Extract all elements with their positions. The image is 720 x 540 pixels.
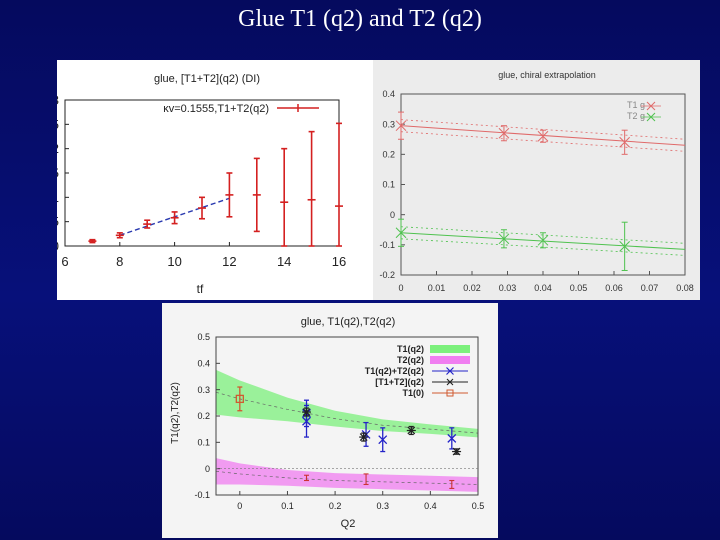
y-tick-label: 2.5	[57, 117, 59, 132]
data-point	[446, 367, 454, 375]
data-point	[395, 120, 407, 132]
y-tick-label: 0	[57, 239, 59, 254]
x-tick-label: 0.5	[472, 501, 485, 511]
x-tick-label: 0.3	[376, 501, 389, 511]
x-tick-label: 6	[61, 254, 68, 269]
x-tick-label: 0.01	[428, 283, 446, 293]
y-tick-label: -0.2	[379, 270, 395, 280]
panel-tf-plot: glue, [T1+T2](q2) (DI) κv=0.1555,T1+T2(q…	[57, 60, 357, 300]
x-tick-label: 0.07	[641, 283, 659, 293]
y-tick-label: 2	[57, 141, 59, 156]
legend-label: κv=0.1555,T1+T2(q2)	[163, 103, 269, 115]
y-tick-label: 0	[390, 210, 395, 220]
x-tick-label: 12	[222, 254, 236, 269]
chart-title: glue, [T1+T2](q2) (DI)	[154, 73, 260, 85]
y-axis-label: T1(q2),T2(q2)	[170, 382, 181, 444]
y-tick-label: 0.2	[382, 149, 395, 159]
x-tick-label: 16	[332, 254, 346, 269]
x-tick-label: 0.2	[329, 501, 342, 511]
x-tick-label: 10	[167, 254, 181, 269]
data-point	[378, 435, 388, 445]
y-tick-label: 1	[57, 190, 59, 205]
x-tick-label: 0	[398, 283, 403, 293]
data-point	[498, 233, 510, 245]
legend-label-t1: T1 g	[627, 100, 645, 110]
y-tick-label: 0.3	[382, 119, 395, 129]
x-tick-label: 0.03	[499, 283, 517, 293]
legend-swatch	[430, 345, 470, 353]
data-point	[235, 394, 244, 404]
legend-label-t2: T2 g	[627, 111, 645, 121]
y-tick-label: 0.3	[197, 385, 210, 395]
legend-label: T1(q2)	[397, 344, 424, 354]
y-tick-label: 1.5	[57, 166, 59, 181]
data-point	[447, 433, 457, 443]
y-tick-label: -0.1	[194, 490, 210, 500]
y-tick-label: 0	[205, 464, 210, 474]
panel-chiral-plot: glue, chiral extrapolation T1 g T2 g 0 0.…	[357, 60, 700, 300]
y-tick-label: 0.1	[197, 437, 210, 447]
chart-title: glue, T1(q2),T2(q2)	[301, 316, 396, 328]
data-point	[446, 378, 454, 386]
legend-label: T1(q2)+T2(q2)	[365, 366, 424, 376]
x-tick-label: 0.08	[676, 283, 694, 293]
data-point	[302, 416, 311, 426]
legend-label: T1(0)	[402, 388, 424, 398]
y-tick-label: -0.1	[379, 240, 395, 250]
x-tick-label: 8	[116, 254, 123, 269]
chart-title: glue, chiral extrapolation	[498, 70, 596, 80]
x-tick-label: 0.04	[534, 283, 552, 293]
slide-title-text: Glue T1 (q2) and T2 (q2)	[238, 6, 482, 32]
y-tick-label: 0.4	[382, 89, 395, 99]
data-point	[498, 127, 510, 139]
x-tick-label: 0.1	[281, 501, 294, 511]
x-tick-label: 0.02	[463, 283, 481, 293]
data-point	[537, 130, 549, 142]
y-tick-label: 0.4	[197, 358, 210, 368]
data-point	[619, 136, 631, 148]
y-tick-label: 0.5	[197, 332, 210, 342]
plot-frame	[64, 99, 340, 247]
legend-label: T2(q2)	[397, 355, 424, 365]
legend-label: [T1+T2](q2)	[375, 377, 424, 387]
x-tick-label: 14	[277, 254, 291, 269]
error-band	[216, 369, 478, 438]
y-tick-label: 0.2	[197, 411, 210, 421]
slide-title: Glue T1 (q2) and T2 (q2)	[0, 6, 720, 33]
data-point	[395, 227, 407, 239]
legend-swatch	[430, 356, 470, 364]
x-axis-label: tf	[197, 282, 204, 296]
x-tick-label: 0.4	[424, 501, 437, 511]
y-tick-label: 0.1	[382, 180, 395, 190]
x-tick-label: 0.05	[570, 283, 588, 293]
error-band	[216, 458, 478, 492]
data-point	[619, 240, 631, 252]
data-point	[537, 234, 549, 246]
x-tick-label: 0.06	[605, 283, 623, 293]
chart-q2: glue, T1(q2),T2(q2) Q2 T1(q2),T2(q2) 0 0.…	[170, 316, 485, 530]
legend-marker	[446, 389, 454, 397]
x-tick-label: 0	[237, 501, 242, 511]
y-tick-label: 0.5	[57, 214, 59, 229]
panel-q2-plot: glue, T1(q2),T2(q2) Q2 T1(q2),T2(q2) 0 0.…	[162, 303, 498, 538]
panel-divider	[357, 60, 373, 300]
x-axis-label: Q2	[341, 518, 356, 530]
chart-chiral: glue, chiral extrapolation T1 g T2 g 0 0.…	[357, 60, 694, 300]
chart-tf: glue, [T1+T2](q2) (DI) κv=0.1555,T1+T2(q…	[57, 73, 346, 296]
y-tick-label: 3	[57, 93, 59, 108]
